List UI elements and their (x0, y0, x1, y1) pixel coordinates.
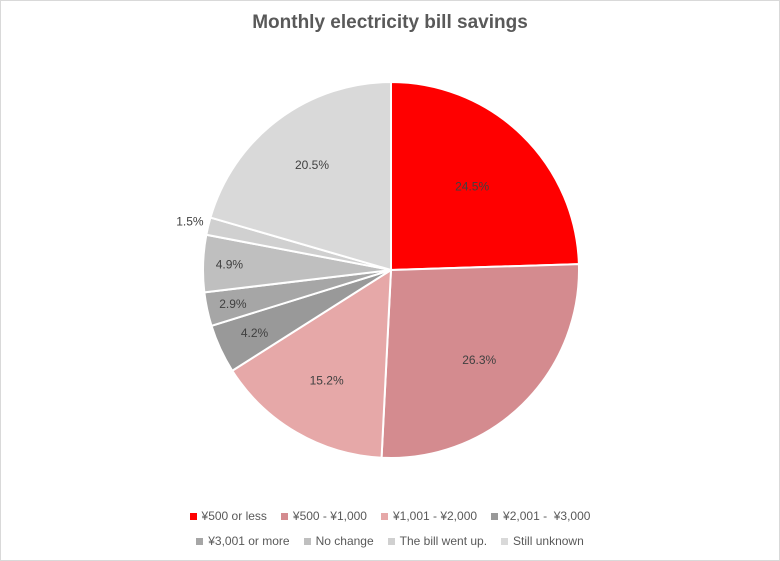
legend-label-4: ¥3,001 or more (208, 534, 290, 548)
pie-slice-1 (380, 263, 580, 459)
legend-swatch-7 (501, 537, 509, 545)
legend-swatch-3 (491, 512, 499, 520)
legend-swatch-0 (189, 512, 197, 520)
legend-label-6: The bill went up. (399, 534, 488, 548)
slice-label-3: 4.2% (241, 326, 269, 340)
legend-label-3: ¥2,001 - ¥3,000 (503, 509, 591, 523)
slice-label-0: 24.5% (455, 179, 489, 193)
legend-swatch-5 (303, 537, 311, 545)
slice-label-1: 26.3% (462, 353, 496, 367)
legend-item-6: The bill went up. (387, 534, 488, 548)
legend-item-2: ¥1,001 - ¥2,000 (380, 509, 478, 523)
slice-label-2: 15.2% (310, 373, 344, 387)
pie-slice-7 (209, 80, 392, 272)
legend-label-7: Still unknown (513, 534, 584, 548)
slice-label-6: 1.5% (176, 215, 204, 229)
legend-item-5: No change (303, 534, 374, 548)
slice-label-5: 4.9% (216, 257, 244, 271)
legend-swatch-6 (387, 537, 395, 545)
legend-label-2: ¥1,001 - ¥2,000 (392, 509, 478, 523)
pie-slice-2 (230, 268, 393, 459)
legend-label-5: No change (315, 534, 374, 548)
legend-swatch-4 (196, 537, 204, 545)
legend-item-0: ¥500 or less (189, 509, 267, 523)
legend-row-2: ¥3,001 or more No change The bill went up.… (0, 534, 780, 548)
pie-slice-0 (390, 80, 580, 272)
legend-label-0: ¥500 or less (201, 509, 267, 523)
legend-item-4: ¥3,001 or more (196, 534, 290, 548)
legend-item-3: ¥2,001 - ¥3,000 (491, 509, 590, 523)
legend-row-1: ¥500 or less ¥500 - ¥1,000 ¥1,001 - ¥2,000… (0, 509, 780, 523)
slice-label-4: 2.9% (219, 297, 247, 311)
legend-swatch-1 (280, 512, 288, 520)
legend-swatch-2 (380, 512, 388, 520)
legend-item-1: ¥500 - ¥1,000 (280, 509, 367, 523)
slice-label-7: 20.5% (295, 158, 329, 172)
chart-title: Monthly electricity bill savings (252, 12, 528, 33)
legend-label-1: ¥500 - ¥1,000 (292, 509, 367, 523)
legend-item-7: Still unknown (501, 534, 584, 548)
